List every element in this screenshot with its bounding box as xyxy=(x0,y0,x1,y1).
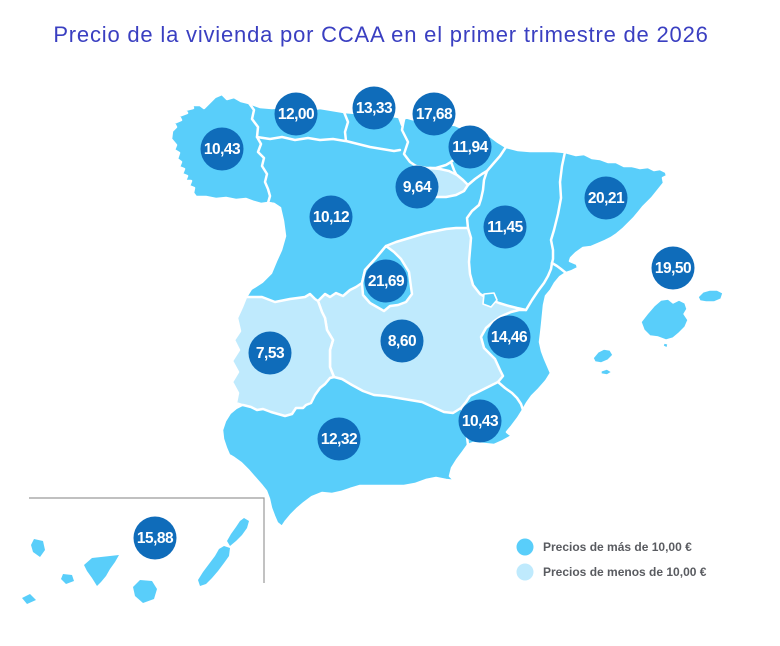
svg-text:11,45: 11,45 xyxy=(487,219,523,236)
svg-text:12,32: 12,32 xyxy=(321,431,357,448)
svg-text:10,43: 10,43 xyxy=(204,141,241,158)
svg-text:7,53: 7,53 xyxy=(256,345,285,362)
svg-text:Precios de menos de 10,00 €: Precios de menos de 10,00 € xyxy=(543,565,707,579)
svg-text:21,69: 21,69 xyxy=(368,273,405,290)
svg-text:10,43: 10,43 xyxy=(462,413,499,430)
svg-text:10,12: 10,12 xyxy=(313,209,349,226)
svg-text:12,00: 12,00 xyxy=(278,106,314,123)
svg-text:9,64: 9,64 xyxy=(403,179,432,196)
svg-text:8,60: 8,60 xyxy=(388,333,416,350)
svg-text:15,88: 15,88 xyxy=(137,530,174,547)
svg-text:17,68: 17,68 xyxy=(416,106,453,123)
svg-text:14,46: 14,46 xyxy=(491,329,528,346)
svg-text:20,21: 20,21 xyxy=(588,190,625,207)
svg-text:Precios de más de 10,00 €: Precios de más de 10,00 € xyxy=(543,540,692,554)
svg-text:11,94: 11,94 xyxy=(452,139,488,156)
svg-text:19,50: 19,50 xyxy=(655,260,691,277)
svg-text:13,33: 13,33 xyxy=(356,100,393,117)
